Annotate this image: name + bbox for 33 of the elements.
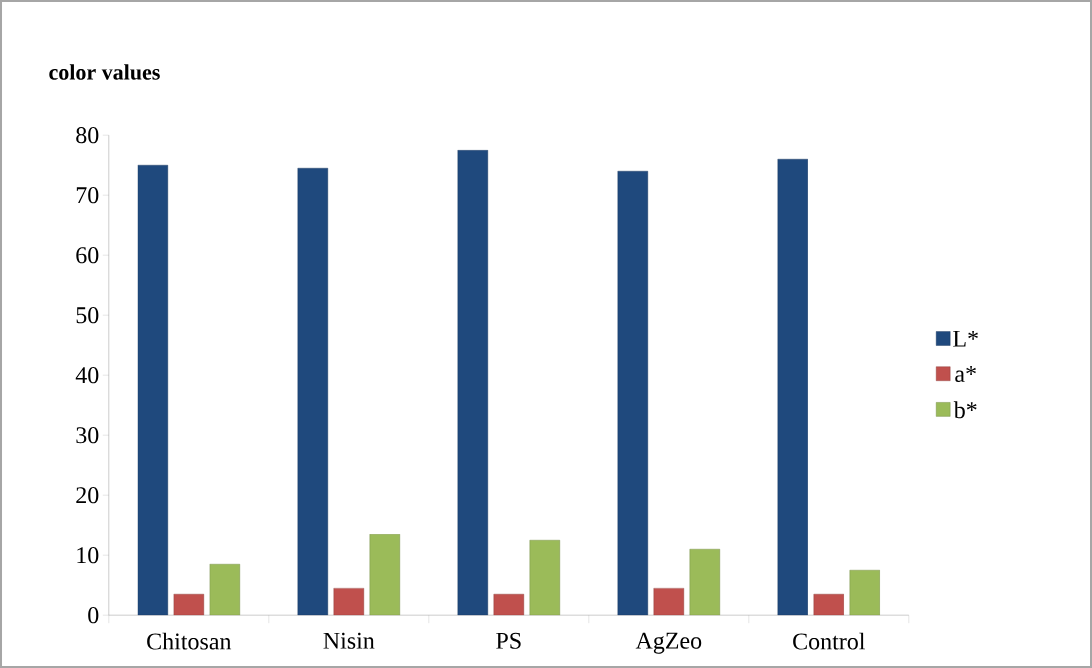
x-tick-label: PS (496, 632, 521, 649)
bar (333, 587, 364, 616)
bar (849, 569, 880, 616)
bar (493, 593, 525, 616)
bar (653, 587, 684, 616)
bar (529, 539, 560, 616)
legend-label: a* (955, 366, 976, 383)
bar (777, 158, 808, 616)
y-tick-label: 50 (76, 307, 99, 324)
y-tick-label: 30 (76, 427, 99, 444)
chart-title: color values (49, 64, 160, 80)
y-tick-label: 20 (76, 487, 99, 504)
y-tick-label: 10 (77, 547, 99, 564)
bar (813, 593, 844, 616)
bar (209, 563, 241, 616)
bar (173, 593, 205, 616)
y-tick-label: 70 (76, 187, 99, 204)
legend-label: b* (953, 401, 977, 419)
bar (369, 533, 400, 616)
x-tick-label: AgZeo (635, 632, 702, 654)
y-tick-label: 0 (88, 607, 99, 624)
bar (689, 548, 720, 616)
y-tick-label: 40 (75, 367, 99, 384)
x-tick-label: Control (793, 632, 865, 650)
bar (457, 150, 488, 616)
bar (137, 165, 169, 616)
y-tick-label: 60 (76, 247, 99, 264)
bar (617, 171, 648, 616)
y-tick-label: 80 (76, 127, 99, 144)
legend-label: L* (953, 330, 978, 347)
x-tick-label: Chitosan (147, 632, 232, 650)
x-tick-label: Nisin (323, 632, 375, 649)
bar (297, 168, 329, 616)
